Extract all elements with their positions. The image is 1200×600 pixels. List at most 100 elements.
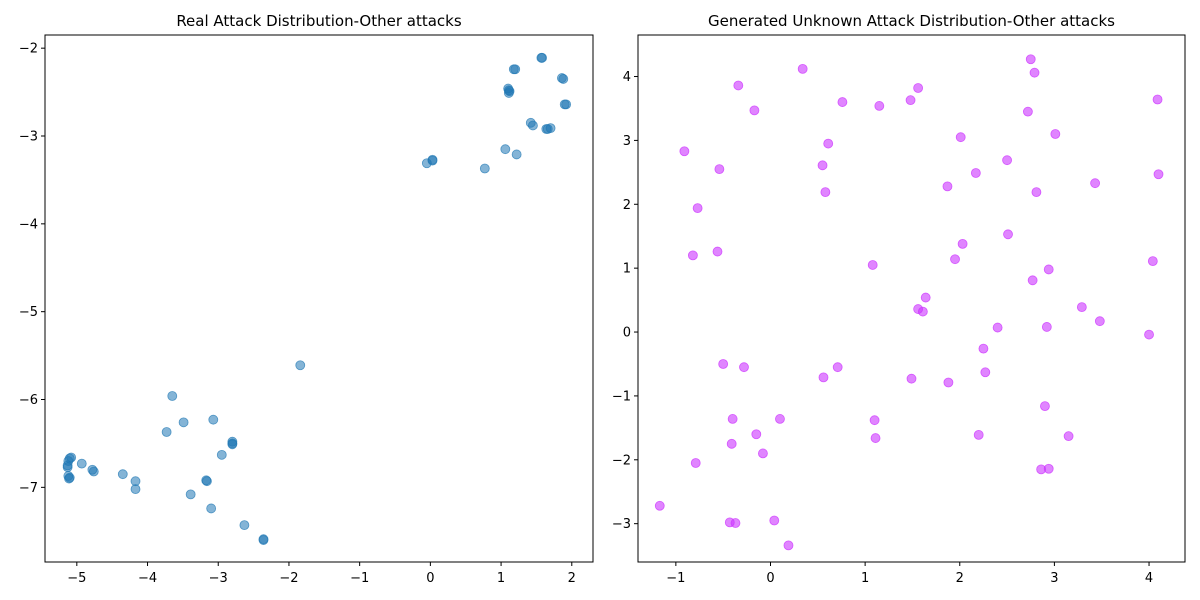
scatter-point <box>64 472 75 483</box>
chart-title: Generated Unknown Attack Distribution-Ot… <box>708 12 1115 30</box>
data-points <box>654 54 1164 551</box>
scatter-point <box>870 433 881 443</box>
y-tick-label: −3 <box>19 130 38 145</box>
scatter-point <box>202 476 212 487</box>
scatter-point <box>797 63 808 74</box>
scatter-point <box>239 520 250 531</box>
scatter-point <box>511 149 522 160</box>
y-tick-label: −4 <box>19 217 38 232</box>
scatter-point <box>943 377 954 388</box>
y-tick-label: −7 <box>19 481 38 496</box>
scatter-point <box>980 367 991 378</box>
scatter-point <box>227 439 238 450</box>
tick-labels: −1 0 1 2 3 4 −3 −2 −1 0 1 2 3 4 <box>612 70 1153 586</box>
y-tick-label: −1 <box>612 389 631 404</box>
scatter-point <box>527 120 538 131</box>
scatter-point <box>783 540 794 551</box>
scatter-point <box>1144 329 1154 340</box>
scatter-point <box>216 449 227 460</box>
x-tick-label: −2 <box>279 571 298 586</box>
x-tick-label: 0 <box>426 571 434 586</box>
scatter-point <box>1027 275 1038 286</box>
scatter-point <box>1063 431 1074 442</box>
scatter-point <box>818 372 829 383</box>
scatter-point <box>992 322 1003 333</box>
scatter-point <box>258 535 269 545</box>
x-tick-label: 2 <box>956 571 964 586</box>
scatter-point <box>117 469 128 480</box>
scatter-point <box>749 105 760 116</box>
scatter-point <box>1147 256 1158 267</box>
scatter-point <box>178 417 189 428</box>
scatter-point <box>775 414 785 424</box>
scatter-point <box>687 250 698 261</box>
y-tick-label: −6 <box>19 393 38 408</box>
scatter-point <box>427 154 438 165</box>
scatter-point <box>692 203 703 214</box>
scatter-point <box>161 427 172 437</box>
scatter-point <box>837 97 848 107</box>
x-tick-label: 3 <box>1050 571 1058 586</box>
scatter-point <box>820 187 831 198</box>
x-tick-label: −5 <box>67 571 86 586</box>
scatter-point <box>1023 106 1033 117</box>
scatter-point <box>1025 54 1036 65</box>
scatter-point <box>130 484 141 494</box>
data-points <box>62 52 572 545</box>
scatter-point <box>206 503 217 514</box>
scatter-point <box>558 74 569 84</box>
scatter-point <box>1003 229 1013 240</box>
scatter-point <box>1031 187 1042 198</box>
scatter-point <box>545 123 556 134</box>
scatter-point <box>751 429 762 440</box>
scatter-point <box>1040 401 1050 412</box>
x-tick-label: −3 <box>209 571 228 586</box>
y-tick-label: 1 <box>623 262 631 277</box>
scatter-point <box>208 414 219 425</box>
scatter-point <box>1076 302 1087 313</box>
scatter-point <box>733 80 744 91</box>
scatter-point <box>874 101 885 111</box>
scatter-point <box>1050 129 1061 139</box>
scatter-point <box>739 362 749 373</box>
x-tick-label: −1 <box>666 571 685 586</box>
scatter-point <box>869 415 880 426</box>
scatter-point <box>504 86 515 97</box>
scatter-point <box>758 448 768 459</box>
y-tick-label: −2 <box>19 42 38 57</box>
scatter-point <box>1152 94 1163 105</box>
x-tick-label: −1 <box>350 571 369 586</box>
scatter-point <box>906 373 917 384</box>
chart-right: Generated Unknown Attack Distribution-Ot… <box>612 12 1186 586</box>
scatter-point <box>823 138 834 149</box>
scatter-point <box>727 414 738 424</box>
scatter-point <box>510 64 521 75</box>
x-tick-label: −4 <box>138 571 157 586</box>
scatter-point <box>167 391 178 401</box>
scatter-point <box>1002 155 1012 166</box>
y-tick-label: 0 <box>623 326 631 341</box>
x-tick-label: 2 <box>568 571 576 586</box>
scatter-point <box>1043 463 1054 474</box>
scatter-point <box>1094 316 1105 327</box>
scatter-point <box>654 500 665 511</box>
y-tick-label: 2 <box>623 198 631 213</box>
y-tick-label: −5 <box>19 305 38 320</box>
scatter-point <box>730 518 741 528</box>
scatter-point <box>978 343 989 354</box>
scatter-point <box>718 359 729 369</box>
scatter-point <box>561 99 572 110</box>
scatter-point <box>88 466 99 477</box>
scatter-point <box>957 238 968 249</box>
scatter-point <box>942 181 953 192</box>
scatter-point <box>537 52 547 63</box>
scatter-point <box>500 144 511 155</box>
scatter-point <box>955 132 966 143</box>
scatter-point <box>769 515 780 526</box>
scatter-point <box>867 260 878 270</box>
chart-title: Real Attack Distribution-Other attacks <box>176 12 462 30</box>
plot-frame <box>637 34 1186 563</box>
scatter-point <box>970 168 981 178</box>
scatter-point <box>1029 67 1040 78</box>
scatter-point <box>905 95 916 106</box>
